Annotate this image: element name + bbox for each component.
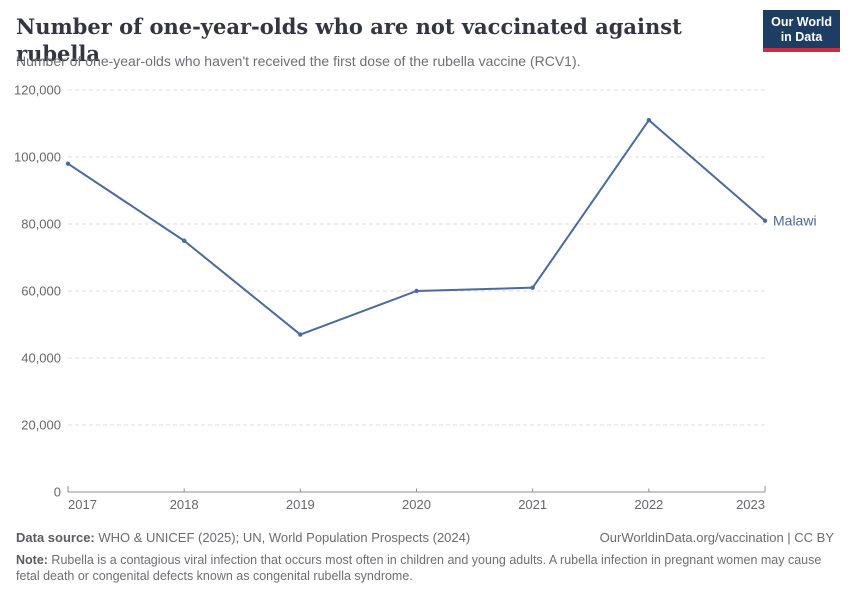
x-axis-label: 2022 <box>634 497 663 512</box>
y-axis-label: 0 <box>54 485 61 500</box>
chart-subtitle: Number of one-year-olds who haven't rece… <box>16 53 581 69</box>
x-axis-label: 2020 <box>402 497 431 512</box>
x-axis-label: 2023 <box>736 497 765 512</box>
line-chart-canvas[interactable]: 0 20,000 40,000 60,000 80,000 100,000 120,000 2… <box>0 0 850 528</box>
x-axis-label: 2021 <box>518 497 547 512</box>
data-point-2018[interactable] <box>181 238 187 243</box>
owid-logo-line1: Our World <box>771 15 832 29</box>
data-source-label: Data source: <box>16 530 95 545</box>
data-point-2021[interactable] <box>530 285 535 290</box>
page-title: Number of one-year-olds who are not vacc… <box>16 14 682 66</box>
data-point-2023[interactable] <box>762 218 768 223</box>
chart-footer: Data source: WHO & UNICEF (2025); UN, Wo… <box>16 530 834 584</box>
data-point-2022[interactable] <box>646 117 652 123</box>
data-point-2019[interactable] <box>298 332 303 337</box>
chart-note-value: Rubella is a contagious viral infection … <box>16 553 822 583</box>
data-source-value: WHO & UNICEF (2025); UN, World Populatio… <box>94 530 471 545</box>
owid-citation-link[interactable]: OurWorldinData.org/vaccination | CC BY <box>599 530 834 545</box>
chart-note: Note: Rubella is a contagious viral infe… <box>16 552 834 584</box>
y-axis-label: 120,000 <box>14 83 61 98</box>
chart-note-label: Note: <box>16 553 48 567</box>
y-axis-label: 20,000 <box>21 418 61 433</box>
y-axis-label: 100,000 <box>14 150 61 165</box>
data-source-text: Data source: WHO & UNICEF (2025); UN, Wo… <box>16 530 470 545</box>
data-point-2020[interactable] <box>414 288 419 294</box>
x-axis-label: 2018 <box>170 497 199 512</box>
y-axis-label: 80,000 <box>21 217 61 232</box>
series-line-malawi[interactable] <box>67 119 766 336</box>
owid-logo-line2: in Data <box>780 30 823 44</box>
y-axis-label: 60,000 <box>21 284 61 299</box>
entity-label-malawi[interactable]: Malawi <box>773 213 817 229</box>
data-point-2017[interactable] <box>65 161 71 166</box>
owid-logo[interactable]: Our World in Data <box>763 10 840 52</box>
x-axis-label: 2017 <box>68 497 97 512</box>
y-axis-label: 40,000 <box>21 351 61 366</box>
x-axis-label: 2019 <box>286 497 315 512</box>
